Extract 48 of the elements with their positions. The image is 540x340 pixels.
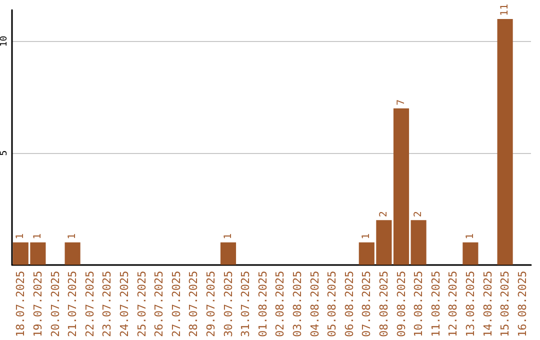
data-label: 1 [15,233,26,240]
x-tick-label: 26.07.2025 [152,270,166,338]
x-tick-label: 11.08.2025 [429,270,442,338]
data-label: 1 [67,233,78,240]
x-tick-label: 27.07.2025 [170,270,183,338]
y-tick-label: 10 [0,36,10,47]
x-tick-label: 02.08.2025 [274,270,287,338]
bar [64,242,80,265]
x-tick-label: 28.07.2025 [187,270,200,338]
x-tick-label: 31.07.2025 [239,270,252,338]
x-tick-label: 16.08.2025 [516,270,529,338]
x-tick-label: 08.08.2025 [377,270,390,338]
bar [220,242,236,265]
x-tick-label: 18.07.2025 [14,270,28,338]
x-tick-label: 10.08.2025 [412,270,426,338]
x-tick-label: 07.08.2025 [360,270,374,338]
x-tick-label: 22.07.2025 [83,270,96,338]
data-label: 1 [361,233,372,240]
x-tick-label: 03.08.2025 [290,270,304,338]
x-tick-label: 19.07.2025 [31,270,44,338]
x-tick-label: 30.07.2025 [222,270,235,338]
data-label: 11 [500,4,511,16]
x-tick-label: 29.07.2025 [204,270,218,338]
x-tick-label: 06.08.2025 [342,270,356,338]
x-tick-label: 05.08.2025 [326,270,339,338]
data-label: 2 [413,211,424,218]
bar [462,242,478,265]
x-tick-label: 20.07.2025 [48,270,62,338]
x-tick-label: 21.07.2025 [66,270,80,338]
x-tick-label: 15.08.2025 [498,270,512,338]
x-tick-label: 12.08.2025 [446,270,460,338]
x-tick-label: 23.07.2025 [100,270,114,338]
x-tick-label: 14.08.2025 [481,270,494,338]
data-label: 1 [464,233,476,240]
x-tick-label: 13.08.2025 [464,270,477,338]
data-label: 2 [378,211,390,218]
x-tick-label: 01.08.2025 [256,270,270,338]
bar [393,108,410,265]
x-tick-label: 04.08.2025 [308,270,322,338]
x-tick-label: 24.07.2025 [118,270,131,338]
data-label: 1 [222,233,234,240]
bar [497,18,513,265]
x-tick-label: 09.08.2025 [394,270,408,338]
x-tick-label: 25.07.2025 [135,270,148,338]
y-tick-label: 5 [0,150,10,156]
data-label: 1 [32,233,44,240]
bar [410,220,426,265]
data-label: 7 [396,99,407,106]
